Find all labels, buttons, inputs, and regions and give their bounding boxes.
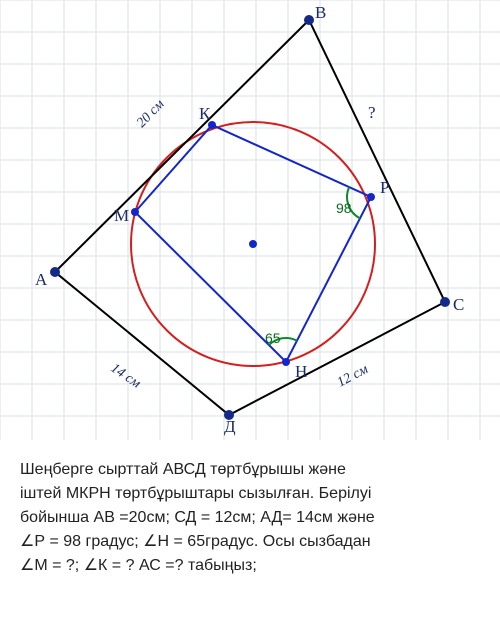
problem-line-5: ∠М = ?; ∠К = ? АС =? табыңыз;	[20, 554, 480, 578]
problem-line-4: ∠Р = 98 градус; ∠Н = 65градус. Осы сызба…	[20, 530, 480, 554]
label-p: Р	[380, 178, 389, 197]
label-d: Д	[224, 417, 236, 436]
label-angle_p: 98	[336, 200, 352, 216]
problem-line-1: Шеңберге сырттай АВСД төртбұрышы және	[20, 458, 480, 482]
label-bc_q: ?	[368, 103, 376, 122]
label-ad_len: 14 см	[108, 361, 144, 392]
vertex-p	[367, 193, 375, 201]
label-h: Н	[295, 362, 307, 381]
vertex-b	[304, 15, 314, 25]
label-c: C	[453, 295, 464, 314]
label-b: В	[315, 3, 326, 22]
center-dot	[249, 240, 257, 248]
problem-line-3: бойынша АВ =20см; СД = 12см; АД= 14см жә…	[20, 506, 480, 530]
label-angle_h: 65	[265, 330, 281, 346]
grid	[0, 0, 500, 440]
figure-svg: A В C Д M К Р Н 20 см 14 см 12 см 98 65?	[0, 0, 500, 440]
label-k: К	[199, 104, 211, 123]
geometry-figure: A В C Д M К Р Н 20 см 14 см 12 см 98 65?	[0, 0, 500, 440]
label-m: M	[114, 206, 129, 225]
label-a: A	[35, 270, 48, 289]
vertex-a	[50, 267, 60, 277]
problem-line-2: іштей МКРН төртбұрыштары сызылған. Беріл…	[20, 482, 480, 506]
vertex-h	[282, 358, 290, 366]
label-dc_len: 12 см	[335, 362, 371, 391]
vertex-c	[440, 297, 450, 307]
label-ab_len: 20 см	[134, 97, 168, 131]
problem-text: Шеңберге сырттай АВСД төртбұрышы және іш…	[0, 440, 500, 588]
vertex-m	[131, 208, 139, 216]
